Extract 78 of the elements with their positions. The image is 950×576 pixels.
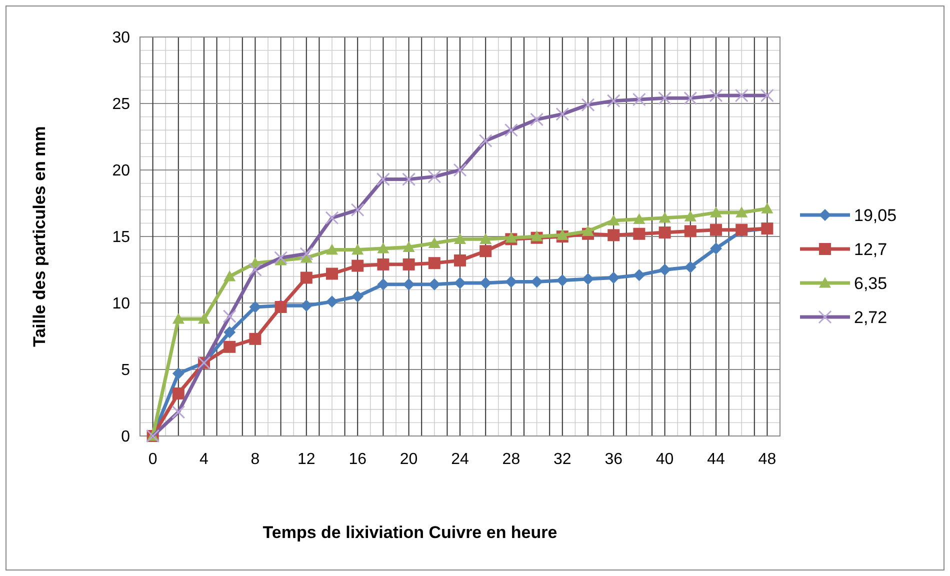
point: [377, 242, 390, 254]
x-axis-title: Temps de lixiviation Cuivre en heure: [262, 523, 558, 542]
x-tick-label: 8: [250, 451, 260, 468]
y-tick-label: 5: [121, 362, 130, 380]
legend-label: 12,7: [854, 240, 888, 259]
x-tick-label: 28: [502, 451, 520, 468]
point: [352, 244, 364, 255]
point: [172, 312, 184, 324]
point: [326, 296, 338, 308]
point: [761, 202, 774, 214]
point: [530, 230, 543, 242]
point: [198, 312, 210, 324]
point: [326, 268, 338, 280]
y-tick-label: 20: [112, 162, 130, 180]
point: [249, 300, 262, 313]
point: [326, 244, 338, 255]
point: [658, 264, 671, 276]
point: [352, 260, 364, 272]
legend-label: 2,72: [854, 308, 888, 327]
point: [300, 272, 312, 284]
x-tick-label: 24: [451, 451, 469, 468]
y-tick-label: 0: [121, 428, 130, 446]
point: [480, 245, 492, 258]
point: [582, 225, 594, 236]
point: [428, 237, 440, 248]
x-tick-label: 48: [758, 451, 776, 468]
point: [454, 277, 466, 290]
legend-label: 19,05: [854, 206, 897, 225]
x-tick-label: 44: [707, 451, 725, 468]
x-tick-label: 40: [656, 451, 674, 468]
point: [608, 272, 620, 284]
x-tick-label: 32: [554, 451, 572, 468]
point: [608, 214, 620, 226]
y-tick-label: 10: [112, 296, 130, 313]
point: [249, 332, 262, 345]
x-tick-label: 0: [148, 451, 158, 468]
point: [402, 278, 415, 290]
y-tick-label: 25: [112, 96, 130, 114]
y-axis-title: Taille des particules en mm: [30, 126, 49, 347]
point: [633, 269, 646, 282]
point: [608, 229, 620, 242]
point: [172, 367, 184, 380]
point: [224, 270, 236, 282]
point: [633, 228, 646, 240]
point: [684, 225, 696, 238]
y-tick-label: 30: [112, 30, 130, 47]
point: [684, 261, 696, 274]
point: [428, 257, 440, 270]
point: [224, 326, 236, 338]
point: [710, 206, 722, 218]
point: [454, 233, 466, 244]
point: [172, 387, 184, 400]
point: [377, 258, 390, 270]
point: [556, 229, 568, 240]
point: [454, 254, 466, 266]
y-tick-label: 15: [112, 229, 130, 246]
point: [633, 213, 646, 224]
point: [377, 278, 390, 290]
x-tick-label: 16: [348, 451, 367, 468]
point: [480, 233, 492, 244]
point: [505, 232, 518, 243]
point: [556, 274, 568, 286]
point: [402, 241, 415, 252]
point: [582, 273, 594, 286]
legend-label: 6,35: [854, 274, 888, 293]
point: [402, 258, 415, 270]
point: [684, 210, 696, 222]
point: [710, 224, 722, 236]
x-tick-label: 4: [200, 451, 209, 468]
point: [352, 290, 364, 302]
point: [736, 206, 748, 218]
point: [710, 242, 722, 254]
x-tick-label: 36: [604, 451, 623, 468]
point: [658, 212, 671, 223]
x-tick-label: 20: [400, 451, 418, 468]
x-tick-label: 12: [298, 451, 316, 468]
point: [658, 226, 671, 239]
point: [224, 340, 236, 353]
